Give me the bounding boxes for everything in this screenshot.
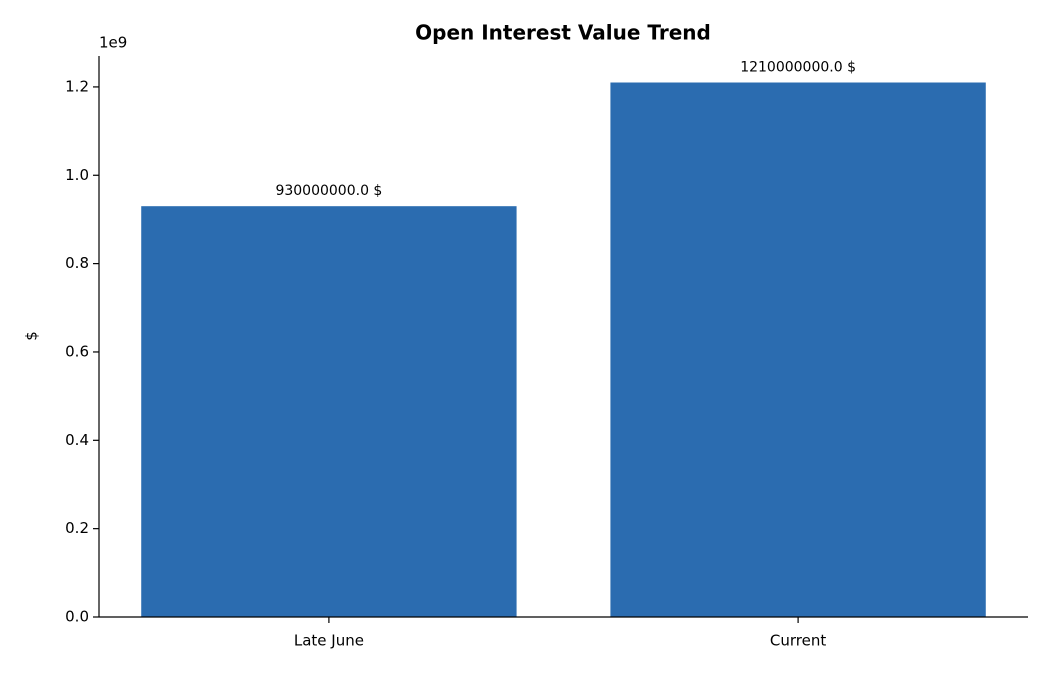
y-tick-label: 0.8 xyxy=(65,254,89,272)
y-tick-label: 0.6 xyxy=(65,342,89,360)
y-axis-label: $ xyxy=(23,331,41,341)
y-tick-label: 0.0 xyxy=(65,608,89,626)
value-label: 930000000.0 $ xyxy=(275,183,382,199)
value-label: 1210000000.0 $ xyxy=(740,60,856,76)
chart-title: Open Interest Value Trend xyxy=(415,21,711,45)
y-tick-label: 1.0 xyxy=(65,166,89,184)
bar xyxy=(610,82,986,618)
bar xyxy=(141,206,517,618)
x-tick-label: Late June xyxy=(294,632,364,650)
y-offset-label: 1e9 xyxy=(99,34,127,52)
y-tick-label: 0.2 xyxy=(65,519,89,537)
y-tick-label: 0.4 xyxy=(65,431,89,449)
x-tick-label: Current xyxy=(770,632,826,650)
y-tick-label: 1.2 xyxy=(65,77,89,95)
